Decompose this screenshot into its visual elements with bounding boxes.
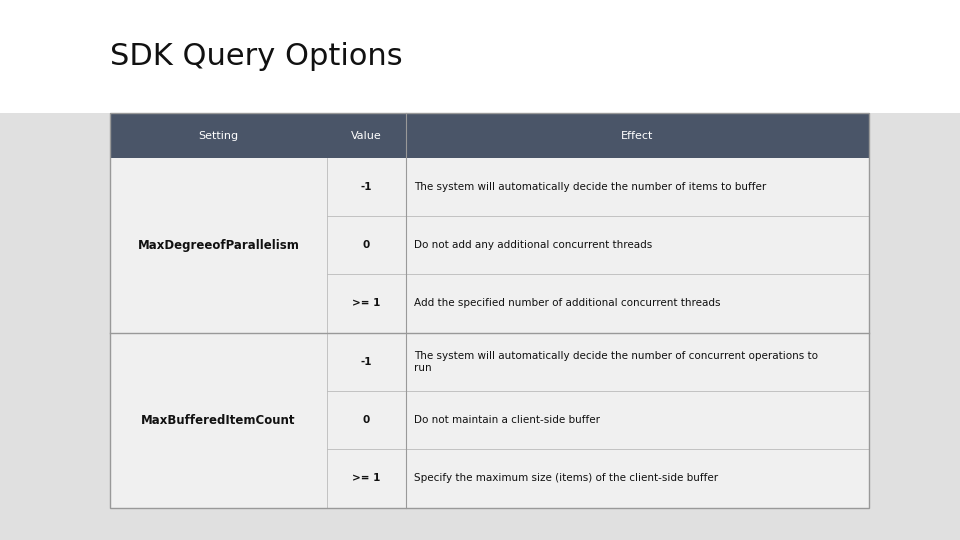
Text: Specify the maximum size (items) of the client-side buffer: Specify the maximum size (items) of the … [414,474,718,483]
Text: >= 1: >= 1 [352,299,380,308]
Text: SDK Query Options: SDK Query Options [110,42,403,71]
Text: >= 1: >= 1 [352,474,380,483]
Text: 0: 0 [363,415,370,425]
Text: -1: -1 [361,357,372,367]
Text: 0: 0 [363,240,370,250]
Text: The system will automatically decide the number of concurrent operations to
run: The system will automatically decide the… [414,351,818,373]
Text: Effect: Effect [621,131,654,140]
Text: Value: Value [351,131,382,140]
FancyBboxPatch shape [110,113,869,158]
FancyBboxPatch shape [110,158,869,333]
Text: MaxDegreeofParallelism: MaxDegreeofParallelism [137,239,300,252]
Text: Setting: Setting [199,131,238,140]
Text: Do not maintain a client-side buffer: Do not maintain a client-side buffer [414,415,600,425]
Text: -1: -1 [361,182,372,192]
Text: MaxBufferedItemCount: MaxBufferedItemCount [141,414,296,427]
Text: Do not add any additional concurrent threads: Do not add any additional concurrent thr… [414,240,652,250]
Text: Add the specified number of additional concurrent threads: Add the specified number of additional c… [414,299,720,308]
FancyBboxPatch shape [110,333,869,508]
Text: The system will automatically decide the number of items to buffer: The system will automatically decide the… [414,182,766,192]
